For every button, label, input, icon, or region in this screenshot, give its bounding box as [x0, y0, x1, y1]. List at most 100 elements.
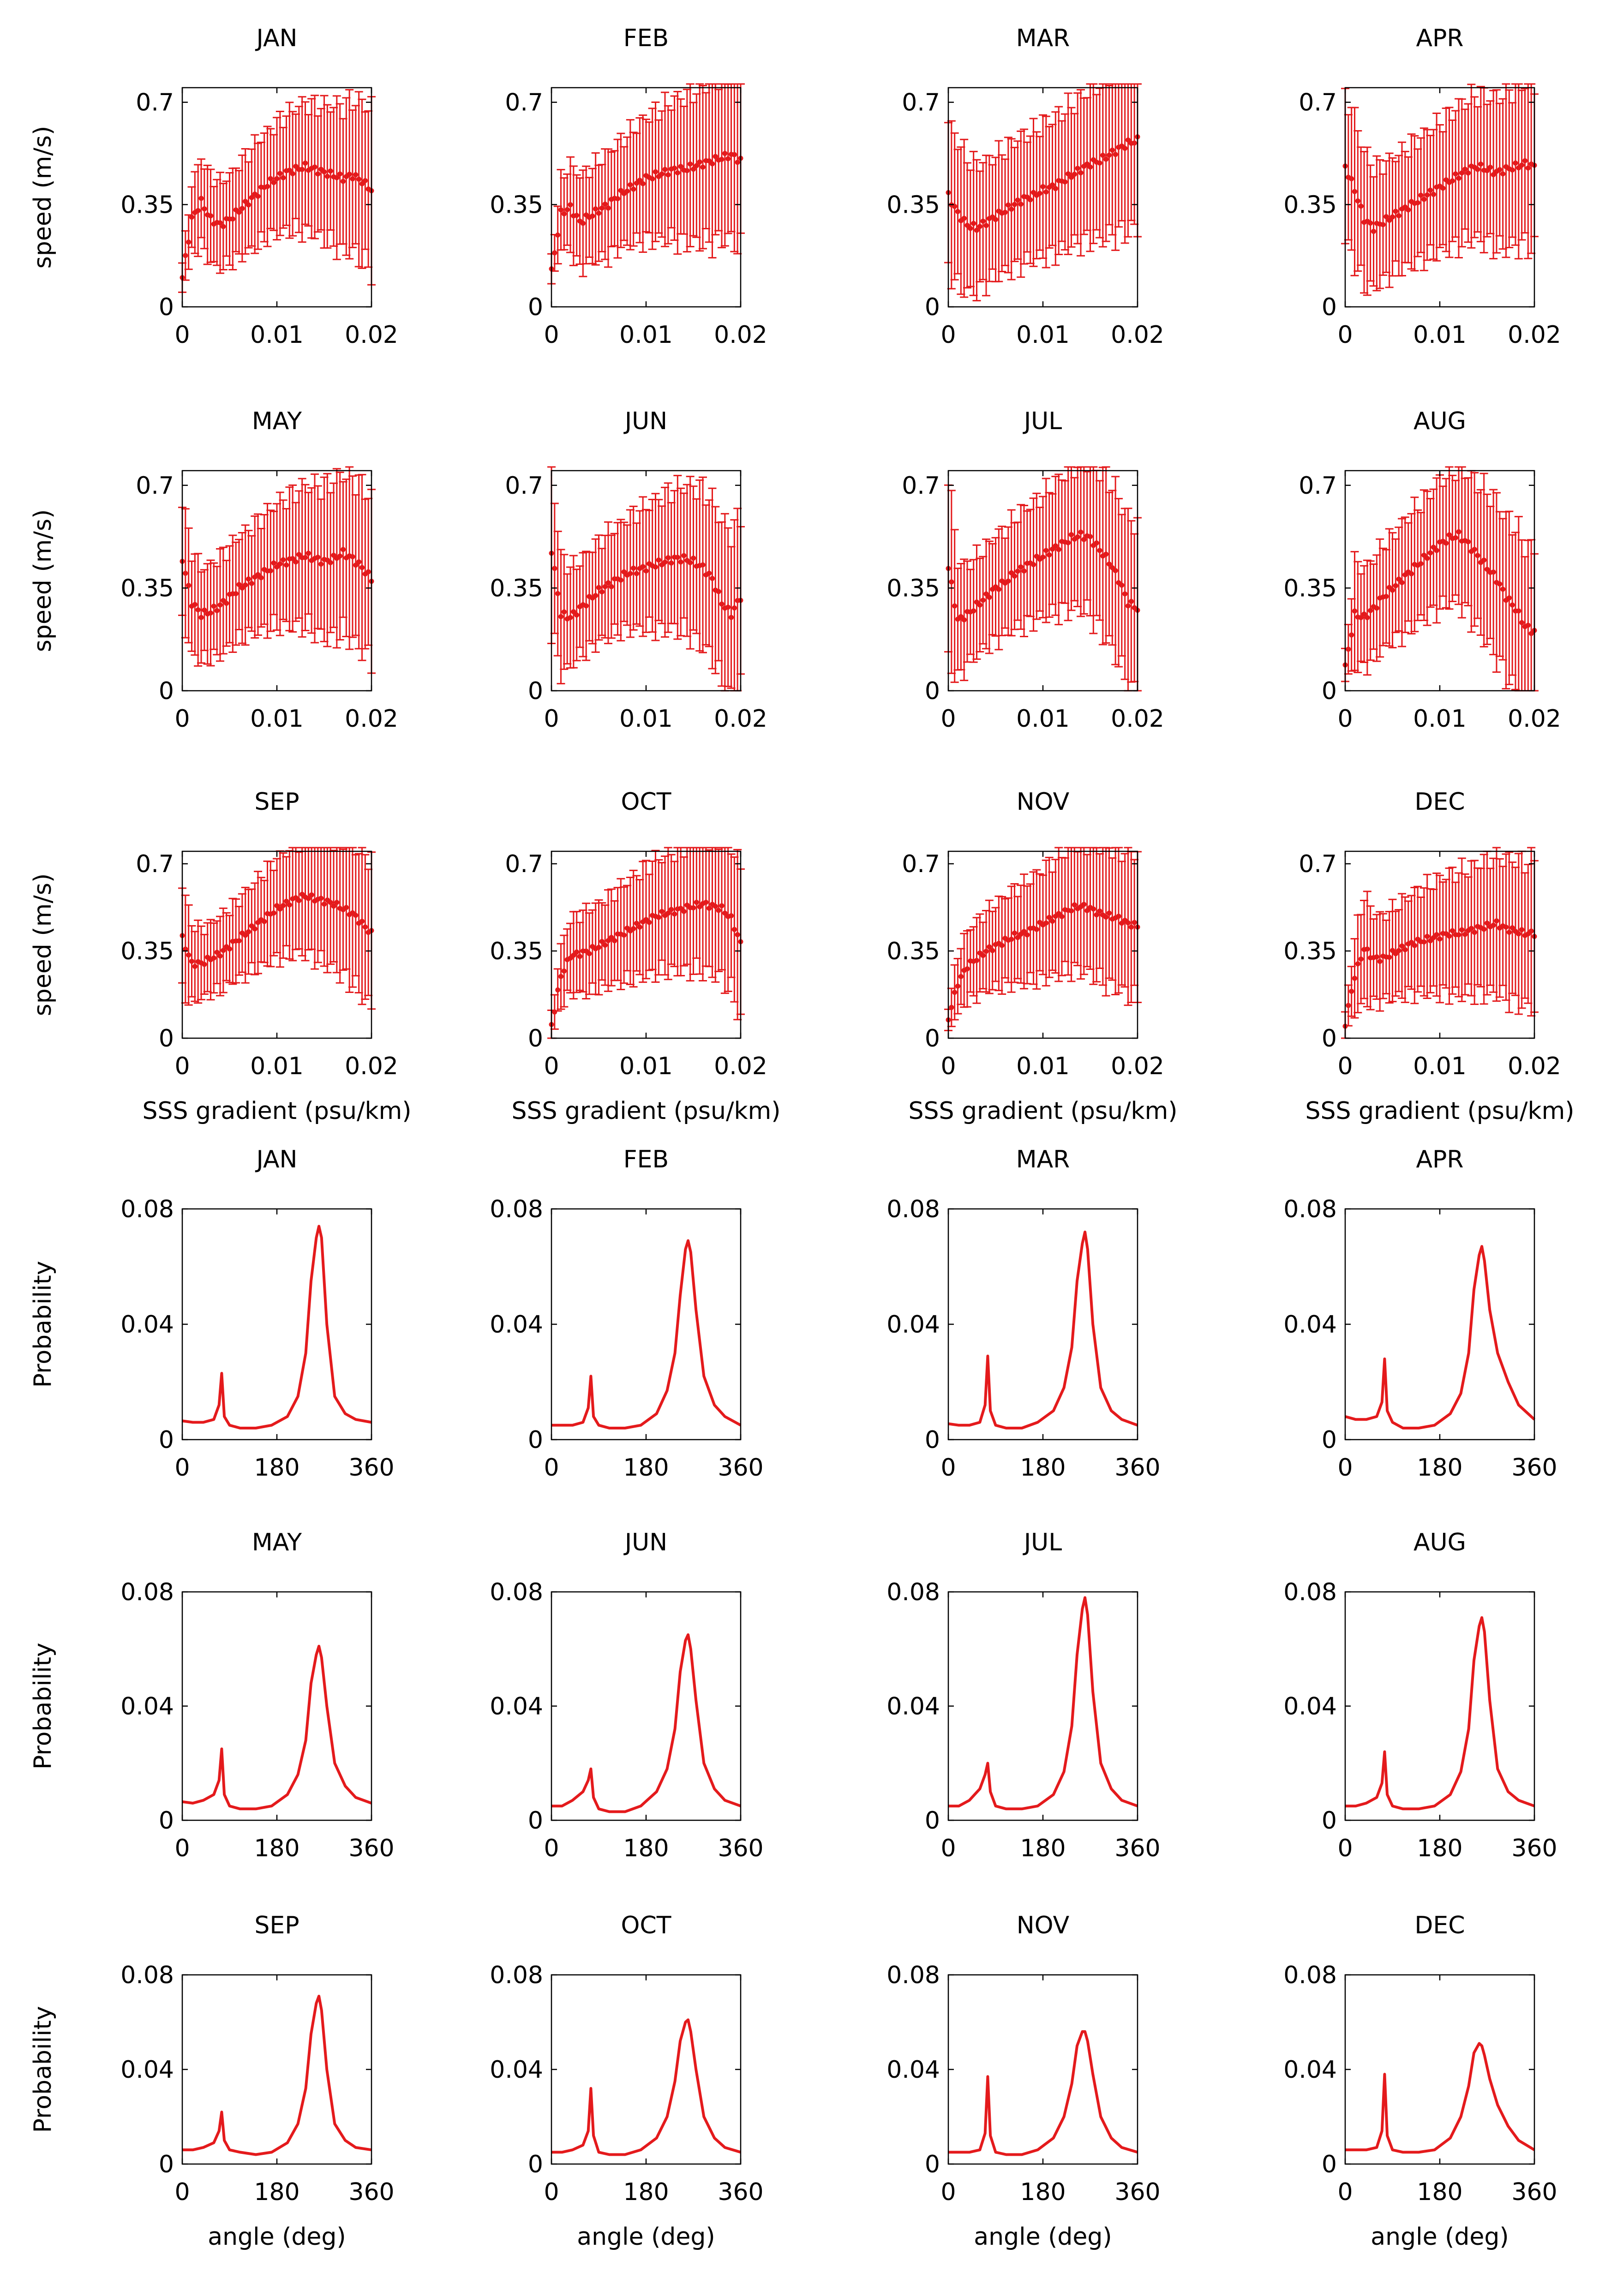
data-point [1078, 529, 1084, 535]
data-point [249, 195, 254, 200]
data-point [1383, 214, 1389, 220]
x-axis-label: angle (deg) [577, 2223, 715, 2251]
data-point [571, 609, 576, 615]
data-point [211, 604, 216, 609]
x-tick-label: 0 [174, 1835, 190, 1862]
data-point [1396, 213, 1401, 218]
y-tick-label: 0 [1322, 1426, 1337, 1454]
data-point [1462, 932, 1468, 937]
data-point [1383, 594, 1389, 599]
data-point [731, 605, 737, 611]
y-tick-label: 0 [925, 293, 940, 321]
data-point [681, 553, 687, 558]
panel-speed-nov: 0 0.35 0.7 0 0.01 0.02 NOV SSS gradient (psu/km… [886, 788, 1177, 1125]
data-point [583, 603, 589, 609]
data-point [1485, 567, 1490, 572]
data-point [700, 562, 706, 568]
x-tick-label: 0.02 [1508, 1052, 1561, 1080]
data-point [1043, 189, 1049, 195]
x-tick-label: 360 [1511, 2178, 1557, 2206]
data-point [202, 607, 207, 613]
data-point [710, 161, 715, 167]
y-tick-label: 0.35 [490, 191, 543, 219]
data-point [656, 915, 661, 920]
data-point [1069, 174, 1074, 180]
y-tick-label: 0 [528, 1807, 543, 1835]
y-tick-label: 0.7 [136, 850, 174, 878]
x-tick-label: 360 [348, 2178, 394, 2206]
data-point [564, 207, 570, 212]
data-point [1053, 186, 1058, 191]
data-point [1428, 550, 1433, 556]
panel-title: APR [1416, 24, 1463, 52]
y-tick-label: 0.35 [1283, 191, 1337, 219]
data-point [293, 163, 299, 169]
data-point [599, 939, 605, 944]
data-point [208, 213, 213, 219]
x-tick-label: 180 [1417, 2178, 1462, 2206]
data-point [268, 568, 273, 574]
data-point [675, 170, 680, 176]
x-tick-label: 0.02 [345, 705, 398, 733]
data-point [552, 250, 557, 256]
data-point [688, 560, 693, 565]
data-point [971, 221, 976, 226]
x-tick-label: 0 [1337, 705, 1353, 733]
data-point [631, 186, 636, 192]
data-point [214, 608, 220, 613]
x-tick-label: 0.02 [1111, 1052, 1164, 1080]
x-tick-label: 0.02 [345, 321, 398, 349]
data-point [271, 180, 276, 185]
data-point [362, 178, 368, 183]
data-point [1513, 160, 1518, 166]
y-tick-label: 0.08 [490, 1196, 543, 1223]
data-point [983, 949, 989, 954]
data-point [249, 581, 254, 586]
data-point [561, 609, 567, 615]
data-point [290, 171, 295, 176]
y-axis-label: Probability [29, 1643, 57, 1770]
x-tick-label: 180 [1020, 1454, 1066, 1482]
y-tick-label: 0.08 [120, 1961, 174, 1989]
data-point [324, 173, 330, 179]
data-point [1012, 930, 1017, 936]
data-point [198, 615, 204, 620]
data-point [669, 907, 674, 912]
y-tick-label: 0.08 [886, 1578, 940, 1606]
x-tick-label: 0.02 [1111, 321, 1164, 349]
data-point [1100, 153, 1106, 158]
x-tick-label: 180 [1020, 1835, 1066, 1862]
data-point [1009, 206, 1014, 212]
data-point [568, 615, 573, 620]
data-point [1006, 578, 1011, 584]
data-point [217, 220, 223, 226]
data-point [1034, 927, 1039, 932]
x-tick-label: 0.02 [714, 321, 767, 349]
x-axis-label: SSS gradient (psu/km) [511, 1097, 780, 1125]
x-axis-label: angle (deg) [1371, 2223, 1509, 2251]
data-point [624, 188, 630, 194]
data-point [274, 176, 280, 181]
data-point [700, 164, 706, 170]
data-point [552, 1009, 557, 1015]
x-tick-label: 360 [1114, 1454, 1160, 1482]
data-point [1418, 561, 1424, 567]
data-point [990, 948, 995, 953]
x-tick-label: 180 [623, 2178, 669, 2206]
data-point [1368, 608, 1373, 613]
data-point [255, 572, 261, 577]
data-point [359, 181, 365, 186]
data-point [574, 949, 580, 955]
data-point [1503, 924, 1509, 930]
data-point [1126, 920, 1131, 926]
data-point [1440, 185, 1446, 191]
data-point [246, 576, 251, 582]
y-tick-label: 0.04 [886, 1311, 940, 1339]
data-point [309, 892, 314, 897]
data-point [577, 954, 582, 959]
data-point [647, 920, 652, 925]
data-point [1509, 925, 1515, 931]
data-point [1478, 161, 1484, 167]
y-tick-label: 0.04 [120, 2056, 174, 2084]
plot-frame [181, 1591, 372, 1821]
